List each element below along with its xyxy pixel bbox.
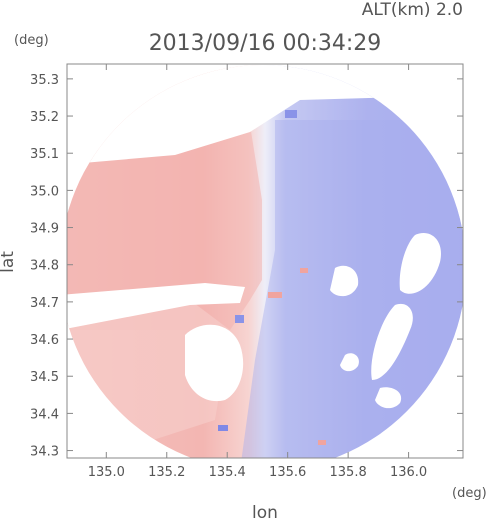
no-data-center bbox=[185, 324, 244, 402]
gap-3 bbox=[371, 303, 413, 380]
negative-velocity-region bbox=[240, 120, 463, 458]
y-tick-label: 35.3 bbox=[30, 73, 59, 88]
plot-frame bbox=[66, 63, 464, 459]
x-tick-label: 135.6 bbox=[269, 465, 306, 480]
x-tick-label: 135.4 bbox=[209, 465, 246, 480]
echo-speckle bbox=[285, 110, 297, 118]
altitude-label: ALT(km) 2.0 bbox=[362, 0, 463, 20]
gap-4 bbox=[340, 353, 359, 372]
echo-speckle bbox=[235, 315, 244, 323]
radar-field bbox=[67, 65, 463, 458]
gap-2 bbox=[330, 265, 359, 297]
x-tick-label: 135.0 bbox=[88, 465, 125, 480]
lon-unit-label: (deg) bbox=[452, 486, 487, 501]
gap-1 bbox=[399, 233, 441, 294]
y-tick-label: 34.4 bbox=[30, 407, 59, 422]
echo-speckle bbox=[318, 440, 326, 445]
x-axis: 135.0 135.2 135.4 135.6 135.8 136.0 bbox=[88, 64, 427, 480]
y-tick-label: 34.6 bbox=[30, 333, 59, 348]
timestamp-title: 2013/09/16 00:34:29 bbox=[149, 31, 382, 56]
gap-5 bbox=[375, 387, 402, 409]
y-tick-label: 35.0 bbox=[30, 184, 59, 199]
echo-speckle bbox=[268, 292, 282, 298]
lat-unit-label: (deg) bbox=[14, 33, 49, 48]
echo-speckle bbox=[300, 268, 308, 273]
positive-velocity-region bbox=[67, 125, 262, 330]
x-tick-label: 136.0 bbox=[390, 465, 427, 480]
x-tick-label: 135.2 bbox=[148, 465, 185, 480]
y-tick-label: 34.3 bbox=[30, 445, 59, 460]
y-tick-label: 35.2 bbox=[30, 110, 59, 125]
y-tick-label: 35.1 bbox=[30, 147, 59, 162]
y-tick-label: 34.9 bbox=[30, 222, 59, 237]
y-tick-label: 34.8 bbox=[30, 259, 59, 274]
y-axis-label: lat bbox=[0, 251, 18, 273]
y-axis: 34.3 34.4 34.5 34.6 34.7 34.8 34.9 35.0 35.1 35.2… bbox=[30, 73, 463, 460]
y-tick-label: 34.7 bbox=[30, 296, 59, 311]
echo-speckle bbox=[218, 425, 228, 431]
x-axis-label: lon bbox=[252, 503, 278, 521]
y-tick-label: 34.5 bbox=[30, 370, 59, 385]
x-tick-label: 135.8 bbox=[330, 465, 367, 480]
no-data-wedge bbox=[67, 283, 245, 330]
